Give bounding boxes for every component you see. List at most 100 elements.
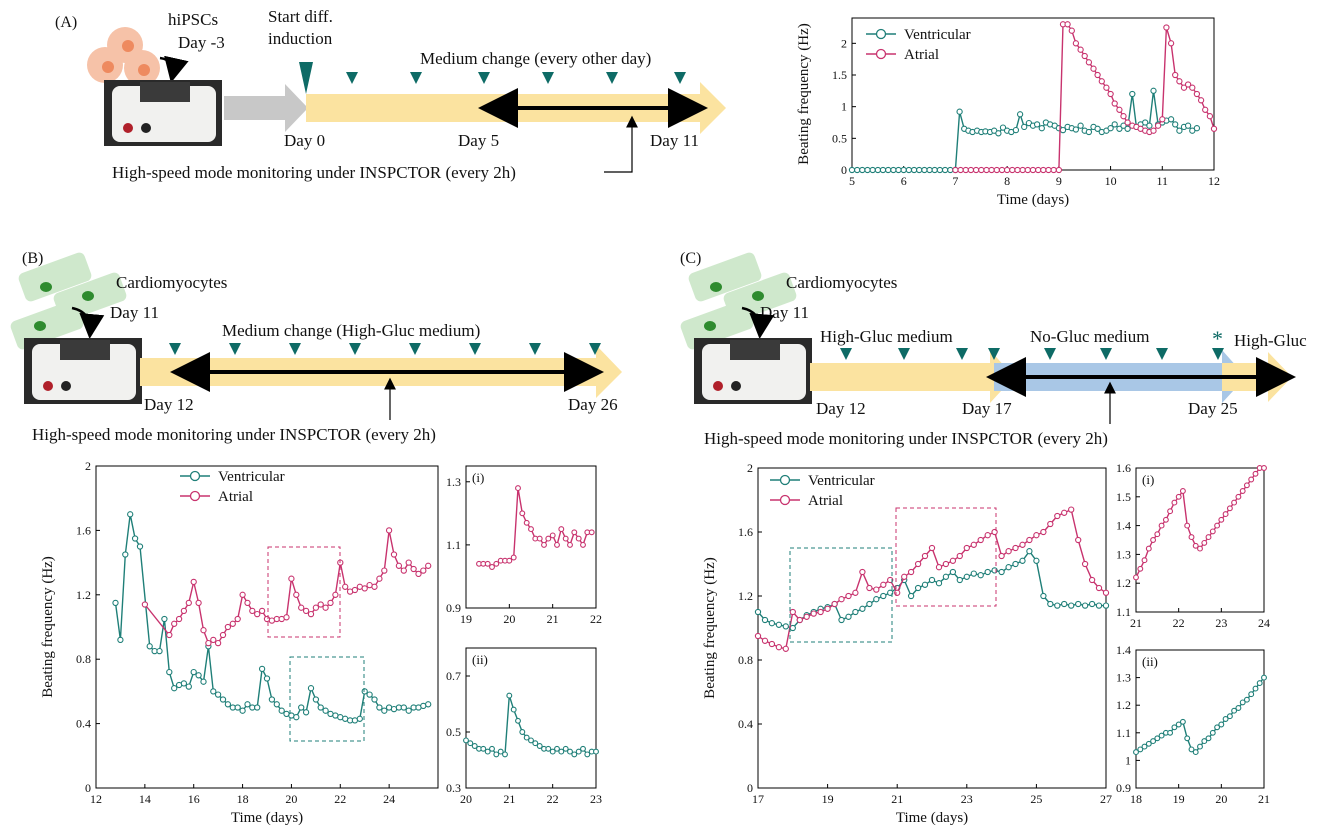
data-point-atrial: [171, 620, 178, 627]
data-point-ventricular: [584, 751, 591, 758]
data-point-ventricular: [1094, 125, 1101, 132]
medium-change-triangle: [346, 72, 358, 84]
data-point-ventricular: [273, 701, 280, 708]
data-point-atrial: [1040, 528, 1047, 536]
data-point-atrial: [528, 526, 534, 533]
data-point-ventricular: [995, 130, 1002, 137]
data-point-atrial: [312, 604, 320, 611]
data-point-ventricular: [942, 573, 950, 580]
data-point-ventricular: [921, 166, 928, 174]
panel-a-schematic: (A) hiPSCs Day -3 Start diff. induction …: [55, 7, 726, 182]
day-11-label: Day 11: [650, 131, 699, 150]
medium-change-markers: [169, 343, 601, 355]
data-point-ventricular: [1197, 743, 1203, 750]
data-point-ventricular: [489, 745, 495, 752]
medium-change-triangle: [169, 343, 181, 355]
data-point-ventricular: [366, 691, 373, 698]
no-gluc-label: No-Gluc medium: [1030, 327, 1149, 346]
x-tick-label: 18: [237, 792, 249, 806]
data-point-atrial: [567, 541, 573, 548]
high-gluc-label: High-Gluc medium: [820, 327, 953, 346]
data-point-ventricular: [400, 704, 407, 711]
x-axis-label: Time (days): [896, 810, 968, 826]
data-point-atrial: [768, 640, 776, 648]
data-point-atrial: [817, 608, 824, 616]
data-point-ventricular: [1005, 564, 1012, 571]
curved-arrow: [159, 55, 189, 83]
data-point-ventricular: [1141, 743, 1148, 750]
medium-change-triangle: [349, 343, 361, 355]
data-point-atrial: [1197, 545, 1203, 552]
cells-day-label: Day -3: [178, 33, 225, 52]
x-tick-label: 5: [849, 174, 855, 188]
medium-change-triangle: [840, 348, 852, 360]
plot-frame: [465, 465, 597, 609]
data-point-atrial: [1193, 90, 1201, 98]
data-point-ventricular: [562, 745, 569, 752]
data-point-ventricular: [1146, 122, 1153, 129]
data-point-ventricular: [977, 572, 984, 579]
data-point-atrial: [956, 552, 963, 560]
data-point-ventricular: [859, 166, 866, 174]
x-tick-label: 24: [1258, 616, 1270, 630]
data-point-ventricular: [931, 166, 938, 174]
data-point-atrial: [952, 166, 959, 174]
data-point-atrial: [185, 599, 192, 607]
data-point-atrial: [1111, 100, 1118, 107]
data-point-atrial: [1197, 97, 1205, 104]
data-point-atrial: [425, 562, 432, 569]
data-point-atrial: [1050, 166, 1057, 174]
x-tick-label: 20: [285, 792, 297, 806]
data-point-atrial: [541, 541, 547, 548]
data-point-ventricular: [1075, 600, 1082, 608]
plot-frame: [95, 465, 439, 789]
data-point-ventricular: [166, 668, 173, 676]
data-point-atrial: [588, 529, 595, 536]
cell-nucleus: [40, 282, 52, 292]
y-tick-label: 0: [747, 781, 753, 795]
data-point-ventricular: [1081, 602, 1089, 609]
start-label-2: induction: [268, 29, 333, 48]
legend-label: Atrial: [218, 489, 253, 505]
data-point-atrial: [493, 560, 500, 567]
data-point-ventricular: [1167, 116, 1175, 123]
data-point-atrial: [1124, 119, 1131, 126]
cardiomyocyte-cell: [10, 300, 84, 350]
x-tick-label: 21: [1130, 616, 1142, 630]
data-point-atrial: [361, 585, 368, 592]
data-point-ventricular: [219, 696, 227, 703]
medium-change-triangle: [542, 72, 554, 84]
data-point-ventricular: [1179, 718, 1186, 725]
data-point-ventricular: [136, 543, 144, 550]
data-point-ventricular: [467, 740, 474, 747]
y-tick-label: 1.4: [1116, 643, 1131, 657]
data-point-atrial: [1231, 499, 1238, 506]
data-point-atrial: [1005, 548, 1012, 555]
cardiomyocyte-cell: [688, 252, 762, 302]
y-tick-label: 2: [85, 459, 91, 473]
data-point-ventricular: [575, 748, 582, 755]
data-point-atrial: [1179, 488, 1186, 494]
data-point-ventricular: [761, 616, 769, 624]
data-point-atrial: [970, 541, 977, 548]
x-tick-label: 20: [1215, 792, 1227, 806]
data-point-atrial: [307, 610, 315, 618]
inset-ii-highlight-box: [289, 656, 365, 742]
data-point-ventricular: [1226, 713, 1233, 720]
gray-arrow: [224, 84, 308, 132]
data-point-ventricular: [1012, 560, 1019, 568]
data-point-ventricular: [536, 743, 543, 749]
data-point-atrial: [1047, 520, 1054, 528]
data-point-ventricular: [874, 166, 882, 174]
data-point-atrial: [214, 639, 222, 647]
plot-frame: [465, 647, 597, 789]
x-tick-label: 16: [188, 792, 200, 806]
data-point-ventricular: [854, 166, 861, 174]
x-tick-label: 21: [503, 792, 515, 806]
data-point-ventricular: [1248, 691, 1255, 698]
data-point-ventricular: [1120, 122, 1127, 129]
data-point-atrial: [1145, 545, 1152, 552]
data-point-ventricular: [1150, 738, 1157, 745]
data-point-ventricular: [356, 715, 363, 722]
data-point-ventricular: [848, 166, 856, 174]
